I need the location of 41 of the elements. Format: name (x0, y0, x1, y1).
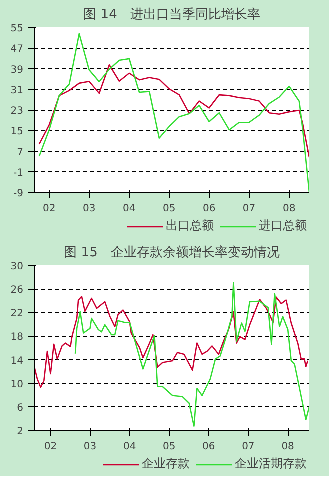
x-tick-label: 05 (163, 204, 176, 214)
x-tick-label: 03 (84, 442, 97, 452)
x-tick-label: 06 (202, 442, 216, 452)
y-tick-label: -1 (14, 168, 24, 179)
y-tick-label: 15 (10, 126, 24, 138)
line-series (38, 64, 310, 158)
y-tick-label: 55 (10, 24, 24, 34)
y-tick-label: 18 (10, 332, 24, 344)
x-tick-label: 07 (242, 442, 255, 452)
x-tick-label: 05 (163, 442, 176, 452)
y-tick-label: 6 (17, 402, 24, 414)
x-tick-label: 06 (202, 204, 216, 214)
x-tick-label: 03 (82, 204, 96, 214)
legend-label: 出口总额 (166, 218, 214, 234)
x-tick-label: 08 (282, 442, 294, 452)
y-tick-label: 14 (10, 356, 24, 367)
y-tick-label: 23 (10, 106, 24, 117)
y-tick-label: 30 (10, 262, 24, 272)
y-tick-label: 22 (10, 308, 24, 320)
y-tick-label: 10 (10, 379, 24, 390)
x-tick-label: 08 (282, 204, 296, 214)
line-series (34, 296, 309, 388)
legend-label: 企业活期存款 (235, 456, 307, 472)
x-tick-label: 02 (44, 442, 58, 452)
line-series (74, 282, 310, 428)
x-tick-label: 04 (123, 204, 136, 214)
y-tick-label: 7 (17, 147, 24, 158)
legend-label: 进口总额 (259, 218, 307, 234)
y-tick-label: 31 (10, 85, 24, 96)
x-tick-label: 04 (124, 442, 136, 452)
x-tick-label: 02 (43, 204, 56, 214)
y-tick-label: -9 (14, 188, 24, 200)
legend-label: 企业存款 (142, 456, 190, 472)
chart-title: 图 15 企业存款余额增长率变动情况 (64, 244, 280, 260)
y-tick-label: 2 (17, 426, 24, 438)
y-tick-label: 47 (10, 44, 24, 56)
y-tick-label: 39 (10, 64, 24, 76)
line-series (38, 33, 310, 192)
x-tick-label: 07 (242, 204, 256, 214)
chart-title: 图 14 进出口当季同比增长率 (84, 6, 260, 22)
y-tick-label: 26 (10, 285, 24, 296)
